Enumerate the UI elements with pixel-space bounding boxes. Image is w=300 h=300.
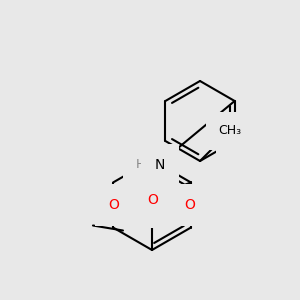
Text: S: S (147, 197, 157, 212)
Text: O: O (148, 194, 158, 208)
Text: Cl: Cl (145, 193, 159, 207)
Text: O: O (109, 198, 119, 212)
Text: N: N (230, 134, 240, 148)
Text: N: N (155, 158, 165, 172)
Text: CH₃: CH₃ (218, 124, 242, 137)
Text: H: H (135, 158, 145, 172)
Text: O: O (184, 198, 195, 212)
